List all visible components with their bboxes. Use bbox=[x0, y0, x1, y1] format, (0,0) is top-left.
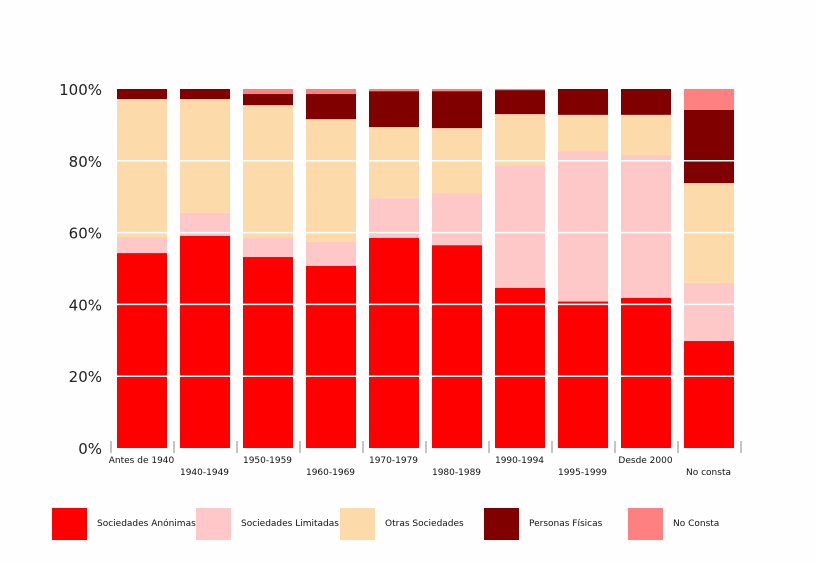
x-tick-label: Desde 2000 bbox=[618, 456, 672, 466]
x-tick-label: 1950-1959 bbox=[243, 456, 292, 466]
x-tick-label: 1970-1979 bbox=[369, 456, 418, 466]
bar-segment bbox=[684, 341, 734, 448]
bar-segment bbox=[621, 155, 671, 298]
x-tick-label: Antes de 1940 bbox=[109, 456, 175, 466]
bar-segment bbox=[621, 89, 671, 115]
bar-segment bbox=[684, 89, 734, 110]
bar-stack bbox=[369, 89, 419, 448]
bars-layer bbox=[117, 89, 734, 448]
bar-segment bbox=[684, 109, 734, 184]
bar-segment bbox=[306, 265, 356, 448]
x-tick-label: No consta bbox=[686, 468, 731, 478]
legend-swatch bbox=[196, 508, 231, 540]
bar-segment bbox=[117, 89, 167, 100]
bar-segment bbox=[621, 297, 671, 448]
bar-segment bbox=[369, 127, 419, 199]
bar-segment bbox=[306, 119, 356, 242]
bar-segment bbox=[306, 94, 356, 120]
bar-segment bbox=[495, 114, 545, 166]
bar-segment bbox=[495, 165, 545, 288]
x-axis: Antes de 1940 1940-1949 1950-1959 1960-1969… bbox=[109, 441, 742, 478]
x-tick-label: 1995-1999 bbox=[558, 468, 607, 478]
legend-swatch bbox=[52, 508, 87, 540]
bar-segment bbox=[117, 253, 167, 448]
legend-swatch bbox=[484, 508, 519, 540]
bar-segment bbox=[243, 257, 293, 448]
bar-stack bbox=[495, 89, 545, 448]
bar-stack bbox=[243, 89, 293, 448]
bar-stack bbox=[558, 89, 608, 448]
bar-segment bbox=[243, 89, 293, 95]
bar-segment bbox=[558, 151, 608, 302]
y-tick-label: 100% bbox=[59, 81, 102, 99]
x-tick-label: 1990-1994 bbox=[495, 456, 544, 466]
bar-segment bbox=[243, 237, 293, 258]
bar-segment bbox=[432, 245, 482, 448]
bar-segment bbox=[243, 94, 293, 106]
bar-segment bbox=[369, 89, 419, 92]
bar-stack bbox=[684, 89, 734, 448]
bar-segment bbox=[369, 198, 419, 238]
legend-item: Personas Físicas bbox=[484, 508, 602, 540]
legend-label: Sociedades Anónimas bbox=[97, 519, 196, 529]
legend-label: No Consta bbox=[673, 519, 720, 529]
y-axis: 0% 20% 40% 60% 80% 100% bbox=[59, 81, 102, 458]
bar-segment bbox=[369, 91, 419, 128]
legend-item: Otras Sociedades bbox=[340, 508, 464, 540]
y-tick-label: 0% bbox=[78, 440, 102, 458]
x-tick-label: 1980-1989 bbox=[432, 468, 481, 478]
bar-segment bbox=[243, 105, 293, 238]
legend-swatch bbox=[340, 508, 375, 540]
legend-label: Sociedades Limitadas bbox=[241, 519, 339, 529]
bar-segment bbox=[306, 89, 356, 95]
bar-segment bbox=[621, 114, 671, 156]
y-tick-label: 40% bbox=[69, 296, 102, 314]
x-tick-label: 1960-1969 bbox=[306, 468, 355, 478]
legend-item: No Consta bbox=[628, 508, 719, 540]
legend-item: Sociedades Limitadas bbox=[196, 508, 339, 540]
bar-segment bbox=[684, 282, 734, 342]
legend-label: Otras Sociedades bbox=[385, 519, 464, 529]
gridlines bbox=[111, 160, 740, 377]
legend-label: Personas Físicas bbox=[529, 519, 603, 529]
bar-stack bbox=[621, 89, 671, 448]
x-tick-label: 1940-1949 bbox=[180, 468, 229, 478]
bar-segment bbox=[180, 212, 230, 236]
bar-segment bbox=[558, 114, 608, 152]
bar-stack bbox=[432, 89, 482, 448]
bar-segment bbox=[432, 91, 482, 129]
legend-swatch bbox=[628, 508, 663, 540]
bar-segment bbox=[495, 89, 545, 91]
legend-item: Sociedades Anónimas bbox=[52, 508, 196, 540]
bar-segment bbox=[306, 241, 356, 266]
bar-segment bbox=[180, 99, 230, 213]
bar-segment bbox=[432, 193, 482, 246]
y-tick-label: 80% bbox=[69, 153, 102, 171]
bar-segment bbox=[432, 89, 482, 92]
bar-segment bbox=[369, 237, 419, 448]
bar-segment bbox=[117, 236, 167, 254]
bar-segment bbox=[558, 89, 608, 115]
bar-stack bbox=[180, 89, 230, 448]
bar-segment bbox=[117, 99, 167, 237]
bar-segment bbox=[558, 301, 608, 448]
bar-segment bbox=[180, 89, 230, 100]
y-tick-label: 20% bbox=[69, 368, 102, 386]
y-tick-label: 60% bbox=[69, 225, 102, 243]
bar-segment bbox=[495, 90, 545, 115]
bar-stack bbox=[306, 89, 356, 448]
bar-segment bbox=[495, 287, 545, 448]
bar-segment bbox=[180, 235, 230, 448]
bar-stack bbox=[117, 89, 167, 448]
